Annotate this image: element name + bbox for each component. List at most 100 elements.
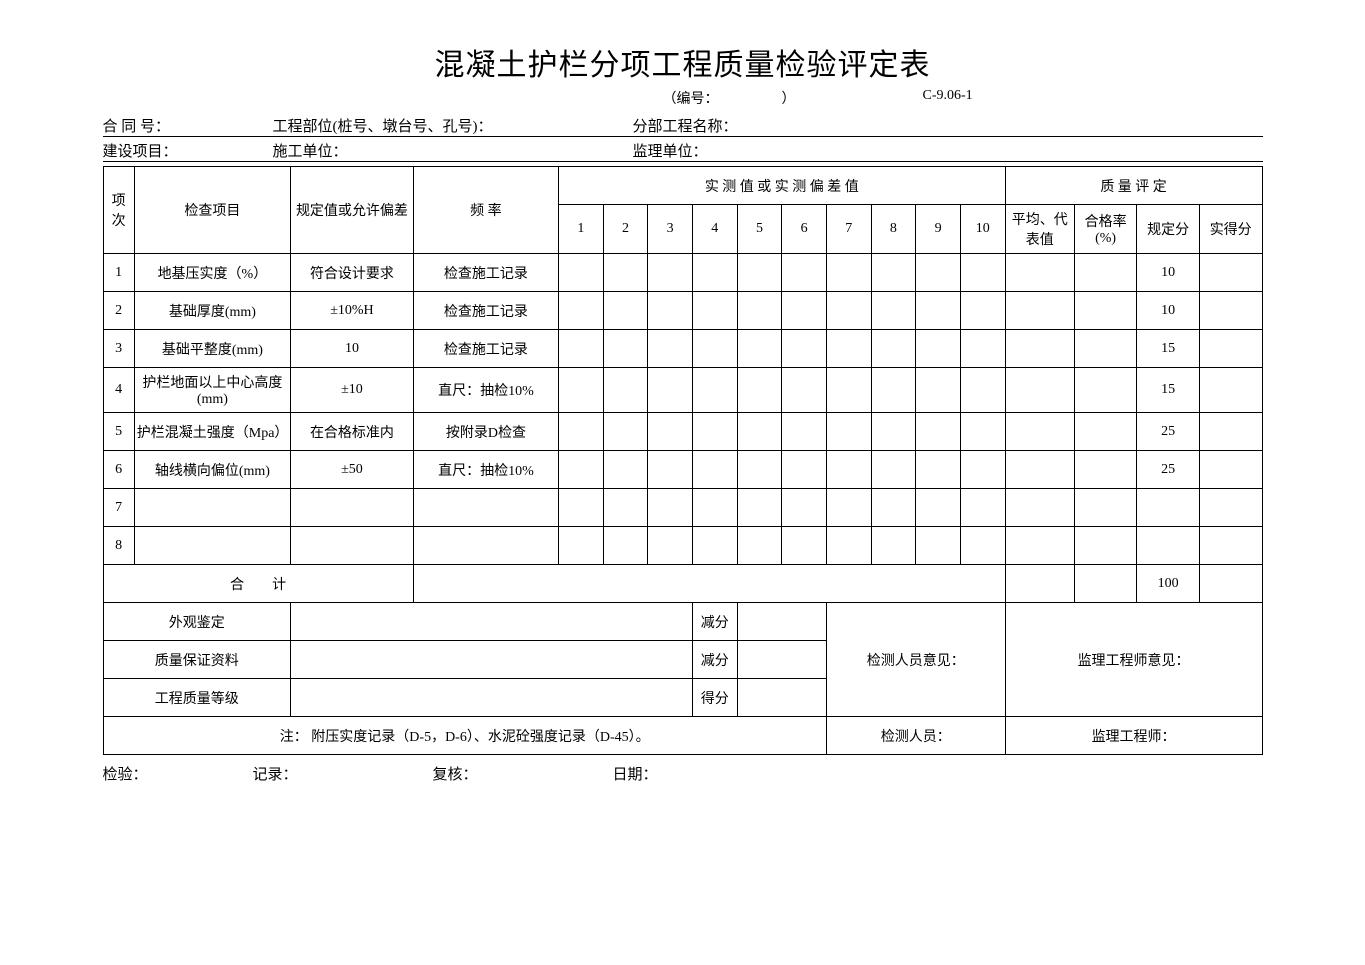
page-title: 混凝土护栏分项工程质量检验评定表 (103, 40, 1263, 84)
cell-val (916, 254, 961, 292)
cell-actual (1199, 368, 1262, 413)
cell-val (692, 527, 737, 565)
cell-avg (1005, 330, 1074, 368)
cell-val (648, 368, 693, 413)
cell-val (826, 489, 871, 527)
cell-score: 25 (1137, 451, 1200, 489)
page-container: 混凝土护栏分项工程质量检验评定表 （编号： ） C-9.06-1 合 同 号： … (103, 40, 1263, 784)
cell-val (916, 527, 961, 565)
cell-item: 地基压实度（%） (134, 254, 290, 292)
cell-actual (1199, 489, 1262, 527)
cell-val (826, 254, 871, 292)
table-row: 3 基础平整度(mm) 10 检查施工记录 15 (103, 330, 1262, 368)
col-1: 1 (558, 205, 603, 254)
header-row-1: 项次 检查项目 规定值或允许偏差 频 率 实 测 值 或 实 测 偏 差 值 质… (103, 167, 1262, 205)
total-score: 100 (1137, 565, 1200, 603)
cell-actual (1199, 451, 1262, 489)
cell-val (558, 527, 603, 565)
cell-item: 护栏混凝土强度（Mpa） (134, 413, 290, 451)
cell-avg (1005, 527, 1074, 565)
supervisor-sig: 监理工程师： (1005, 717, 1262, 755)
form-number-label: （编号： ） (663, 88, 796, 108)
col-spec: 规定值或允许偏差 (291, 167, 414, 254)
cell-val (826, 527, 871, 565)
cell-item (134, 527, 290, 565)
cell-val (648, 489, 693, 527)
construction-project-label: 建设项目： (103, 140, 273, 161)
table-row: 6 轴线横向偏位(mm) ±50 直尺：抽检10% 25 (103, 451, 1262, 489)
qa-label: 质量保证资料 (103, 641, 291, 679)
cell-val (871, 368, 916, 413)
cell-freq: 检查施工记录 (413, 292, 558, 330)
col-9: 9 (916, 205, 961, 254)
cell-val (782, 451, 827, 489)
getscore-val (737, 679, 826, 717)
cell-pass (1074, 254, 1137, 292)
cell-val (692, 413, 737, 451)
cell-avg (1005, 292, 1074, 330)
table-row: 5 护栏混凝土强度（Mpa） 在合格标准内 按附录D检查 25 (103, 413, 1262, 451)
total-actual (1199, 565, 1262, 603)
total-row: 合 计 100 (103, 565, 1262, 603)
cell-val (648, 254, 693, 292)
cell-val (558, 451, 603, 489)
cell-val (960, 413, 1005, 451)
cell-val (648, 527, 693, 565)
cell-no: 7 (103, 489, 134, 527)
cell-pass (1074, 489, 1137, 527)
col-measured: 实 测 值 或 实 测 偏 差 值 (558, 167, 1005, 205)
supervisor-opinion: 监理工程师意见： (1005, 603, 1262, 717)
cell-val (648, 330, 693, 368)
cell-avg (1005, 451, 1074, 489)
deduct-val-1 (737, 603, 826, 641)
col-actualscore: 实得分 (1199, 205, 1262, 254)
cell-freq: 直尺：抽检10% (413, 368, 558, 413)
cell-actual (1199, 330, 1262, 368)
getscore-label: 得分 (692, 679, 737, 717)
cell-no: 4 (103, 368, 134, 413)
cell-val (692, 451, 737, 489)
cell-val (737, 489, 782, 527)
cell-val (826, 413, 871, 451)
cell-score (1137, 527, 1200, 565)
cell-val (782, 330, 827, 368)
cell-pass (1074, 413, 1137, 451)
form-code: C-9.06-1 (923, 88, 973, 104)
cell-val (916, 451, 961, 489)
cell-val (737, 292, 782, 330)
cell-val (916, 368, 961, 413)
cell-val (648, 413, 693, 451)
cell-val (916, 330, 961, 368)
cell-actual (1199, 254, 1262, 292)
cell-score (1137, 489, 1200, 527)
cell-val (692, 292, 737, 330)
cell-val (871, 451, 916, 489)
main-table: 项次 检查项目 规定值或允许偏差 频 率 实 测 值 或 实 测 偏 差 值 质… (103, 166, 1263, 755)
cell-item: 护栏地面以上中心高度 (mm) (134, 368, 290, 413)
supervision-unit-label: 监理单位： (633, 140, 933, 161)
cell-freq: 按附录D检查 (413, 413, 558, 451)
sub-project-label: 分部工程名称： (633, 115, 933, 136)
cell-val (603, 413, 648, 451)
inspector-sig: 检测人员： (826, 717, 1005, 755)
cell-pass (1074, 527, 1137, 565)
cell-spec: 符合设计要求 (291, 254, 414, 292)
cell-actual (1199, 292, 1262, 330)
cell-no: 8 (103, 527, 134, 565)
cell-val (826, 292, 871, 330)
info-row-2: 建设项目： 施工单位： 监理单位： (103, 141, 1263, 162)
cell-val (692, 368, 737, 413)
col-check-item: 检查项目 (134, 167, 290, 254)
cell-val (960, 527, 1005, 565)
cell-val (960, 292, 1005, 330)
total-blank (413, 565, 1005, 603)
cell-val (603, 489, 648, 527)
cell-no: 2 (103, 292, 134, 330)
cell-val (603, 330, 648, 368)
col-avg: 平均、代表值 (1005, 205, 1074, 254)
col-8: 8 (871, 205, 916, 254)
col-5: 5 (737, 205, 782, 254)
contract-no-label: 合 同 号： (103, 115, 273, 136)
col-stdscore: 规定分 (1137, 205, 1200, 254)
info-row-1: 合 同 号： 工程部位(桩号、墩台号、孔号)： 分部工程名称： (103, 116, 1263, 137)
